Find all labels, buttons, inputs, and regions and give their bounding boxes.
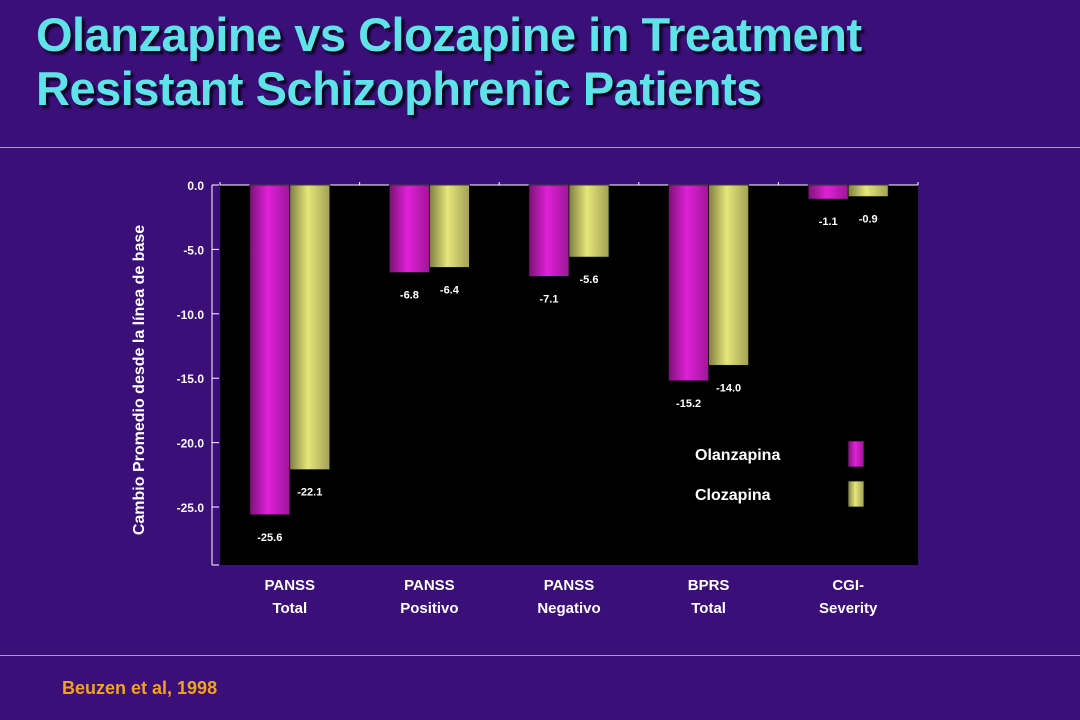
bar-clozapina: [289, 184, 331, 471]
data-label: -6.4: [440, 284, 460, 296]
slide-title-line-1: Olanzapine vs Clozapine in Treatment: [36, 8, 862, 61]
data-label: -25.6: [257, 532, 282, 544]
title-divider: [0, 147, 1080, 148]
data-label: -14.0: [716, 382, 741, 394]
bar-clozapina: [708, 184, 749, 366]
slide-title-line-2: Resistant Schizophrenic Patients: [36, 62, 762, 115]
x-category-label: CGI- Severity: [788, 574, 908, 620]
legend-swatch-clozapina: [847, 480, 865, 508]
x-category-label-line: Total: [272, 600, 308, 617]
legend-label-clozapina: Clozapina: [695, 487, 771, 504]
data-label: -7.1: [540, 293, 559, 305]
bar-olanzapina: [668, 184, 709, 382]
x-category-label: PANSS Positivo: [369, 574, 489, 620]
data-label: -5.6: [580, 274, 599, 286]
legend-label-olanzapina: Olanzapina: [695, 447, 780, 464]
bar-olanzapina: [388, 184, 430, 273]
footer-divider: [0, 655, 1080, 656]
data-label: -15.2: [676, 398, 701, 410]
y-tick-label: -10.0: [177, 308, 205, 322]
x-category-label-line: BPRS: [687, 577, 730, 594]
data-label: -6.8: [400, 290, 419, 302]
x-category-label-line: Severity: [819, 600, 878, 617]
y-tick-label: -25.0: [177, 501, 205, 515]
bar-clozapina: [568, 184, 610, 258]
x-category-label-line: PANSS: [543, 577, 595, 594]
x-category-label: PANSS Total: [230, 574, 350, 620]
data-label: -0.9: [859, 214, 878, 226]
x-category-label-line: PANSS: [264, 577, 316, 594]
x-category-label: PANSS Negativo: [509, 574, 629, 620]
bar-olanzapina: [249, 184, 291, 516]
x-category-label-line: Total: [691, 600, 726, 617]
data-label: -22.1: [297, 487, 322, 499]
x-category-label-line: Negativo: [537, 600, 601, 617]
slide-title: Olanzapine vs Clozapine in Treatment Res…: [36, 8, 1036, 116]
bar-clozapina: [847, 184, 889, 197]
citation: Beuzen et al, 1998: [62, 678, 218, 698]
data-label: -1.1: [819, 216, 838, 228]
y-tick-label: 0.0: [187, 179, 204, 193]
y-tick-label: -15.0: [177, 372, 205, 386]
x-category-label: BPRS Total: [649, 574, 769, 620]
x-category-label-line: CGI-: [832, 577, 865, 594]
y-tick-label: -20.0: [177, 437, 205, 451]
y-tick-label: -5.0: [183, 243, 204, 257]
bar-olanzapina: [528, 184, 570, 277]
bar-olanzapina: [807, 184, 849, 200]
x-category-label-line: PANSS: [404, 577, 455, 594]
x-category-label-line: Positivo: [400, 600, 459, 617]
bar-clozapina: [428, 184, 470, 268]
legend-swatch-olanzapina: [847, 440, 865, 468]
